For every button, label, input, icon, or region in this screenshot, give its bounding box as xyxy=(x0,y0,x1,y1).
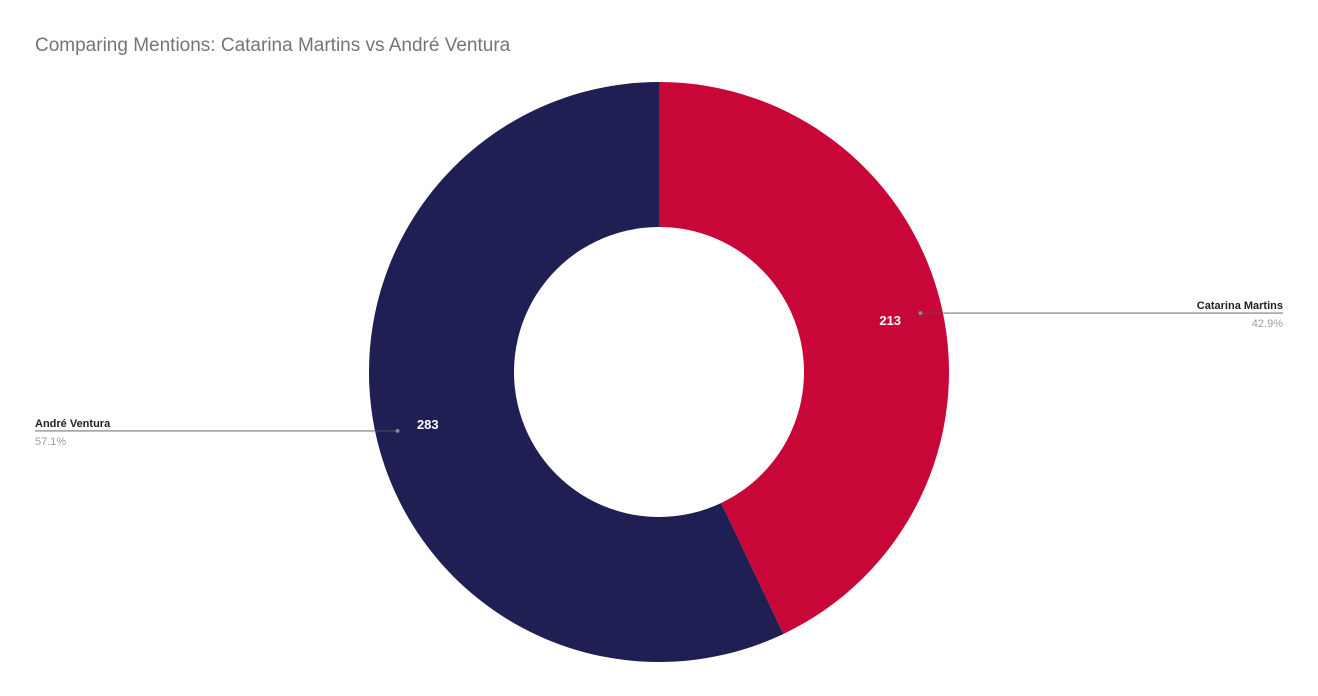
slice-percent-catarina-martins: 42.9% xyxy=(1252,318,1283,330)
slice-label-andre-ventura: André Ventura xyxy=(35,418,111,430)
slice-catarina-martins xyxy=(659,82,949,634)
labels-layer: 213 Catarina Martins 42.9% 283 André Ventura… xyxy=(35,300,1283,448)
data-label-andre-ventura: 283 xyxy=(417,417,439,432)
slice-andre-ventura xyxy=(369,82,784,662)
leader-dot-andre-ventura xyxy=(395,428,400,433)
slice-label-catarina-martins: Catarina Martins xyxy=(1197,300,1283,312)
chart-title: Comparing Mentions: Catarina Martins vs … xyxy=(35,35,511,56)
leader-dot-catarina-martins xyxy=(918,311,923,316)
slice-percent-andre-ventura: 57.1% xyxy=(35,436,66,448)
slices-layer xyxy=(369,82,949,662)
data-label-catarina-martins: 213 xyxy=(879,313,901,328)
